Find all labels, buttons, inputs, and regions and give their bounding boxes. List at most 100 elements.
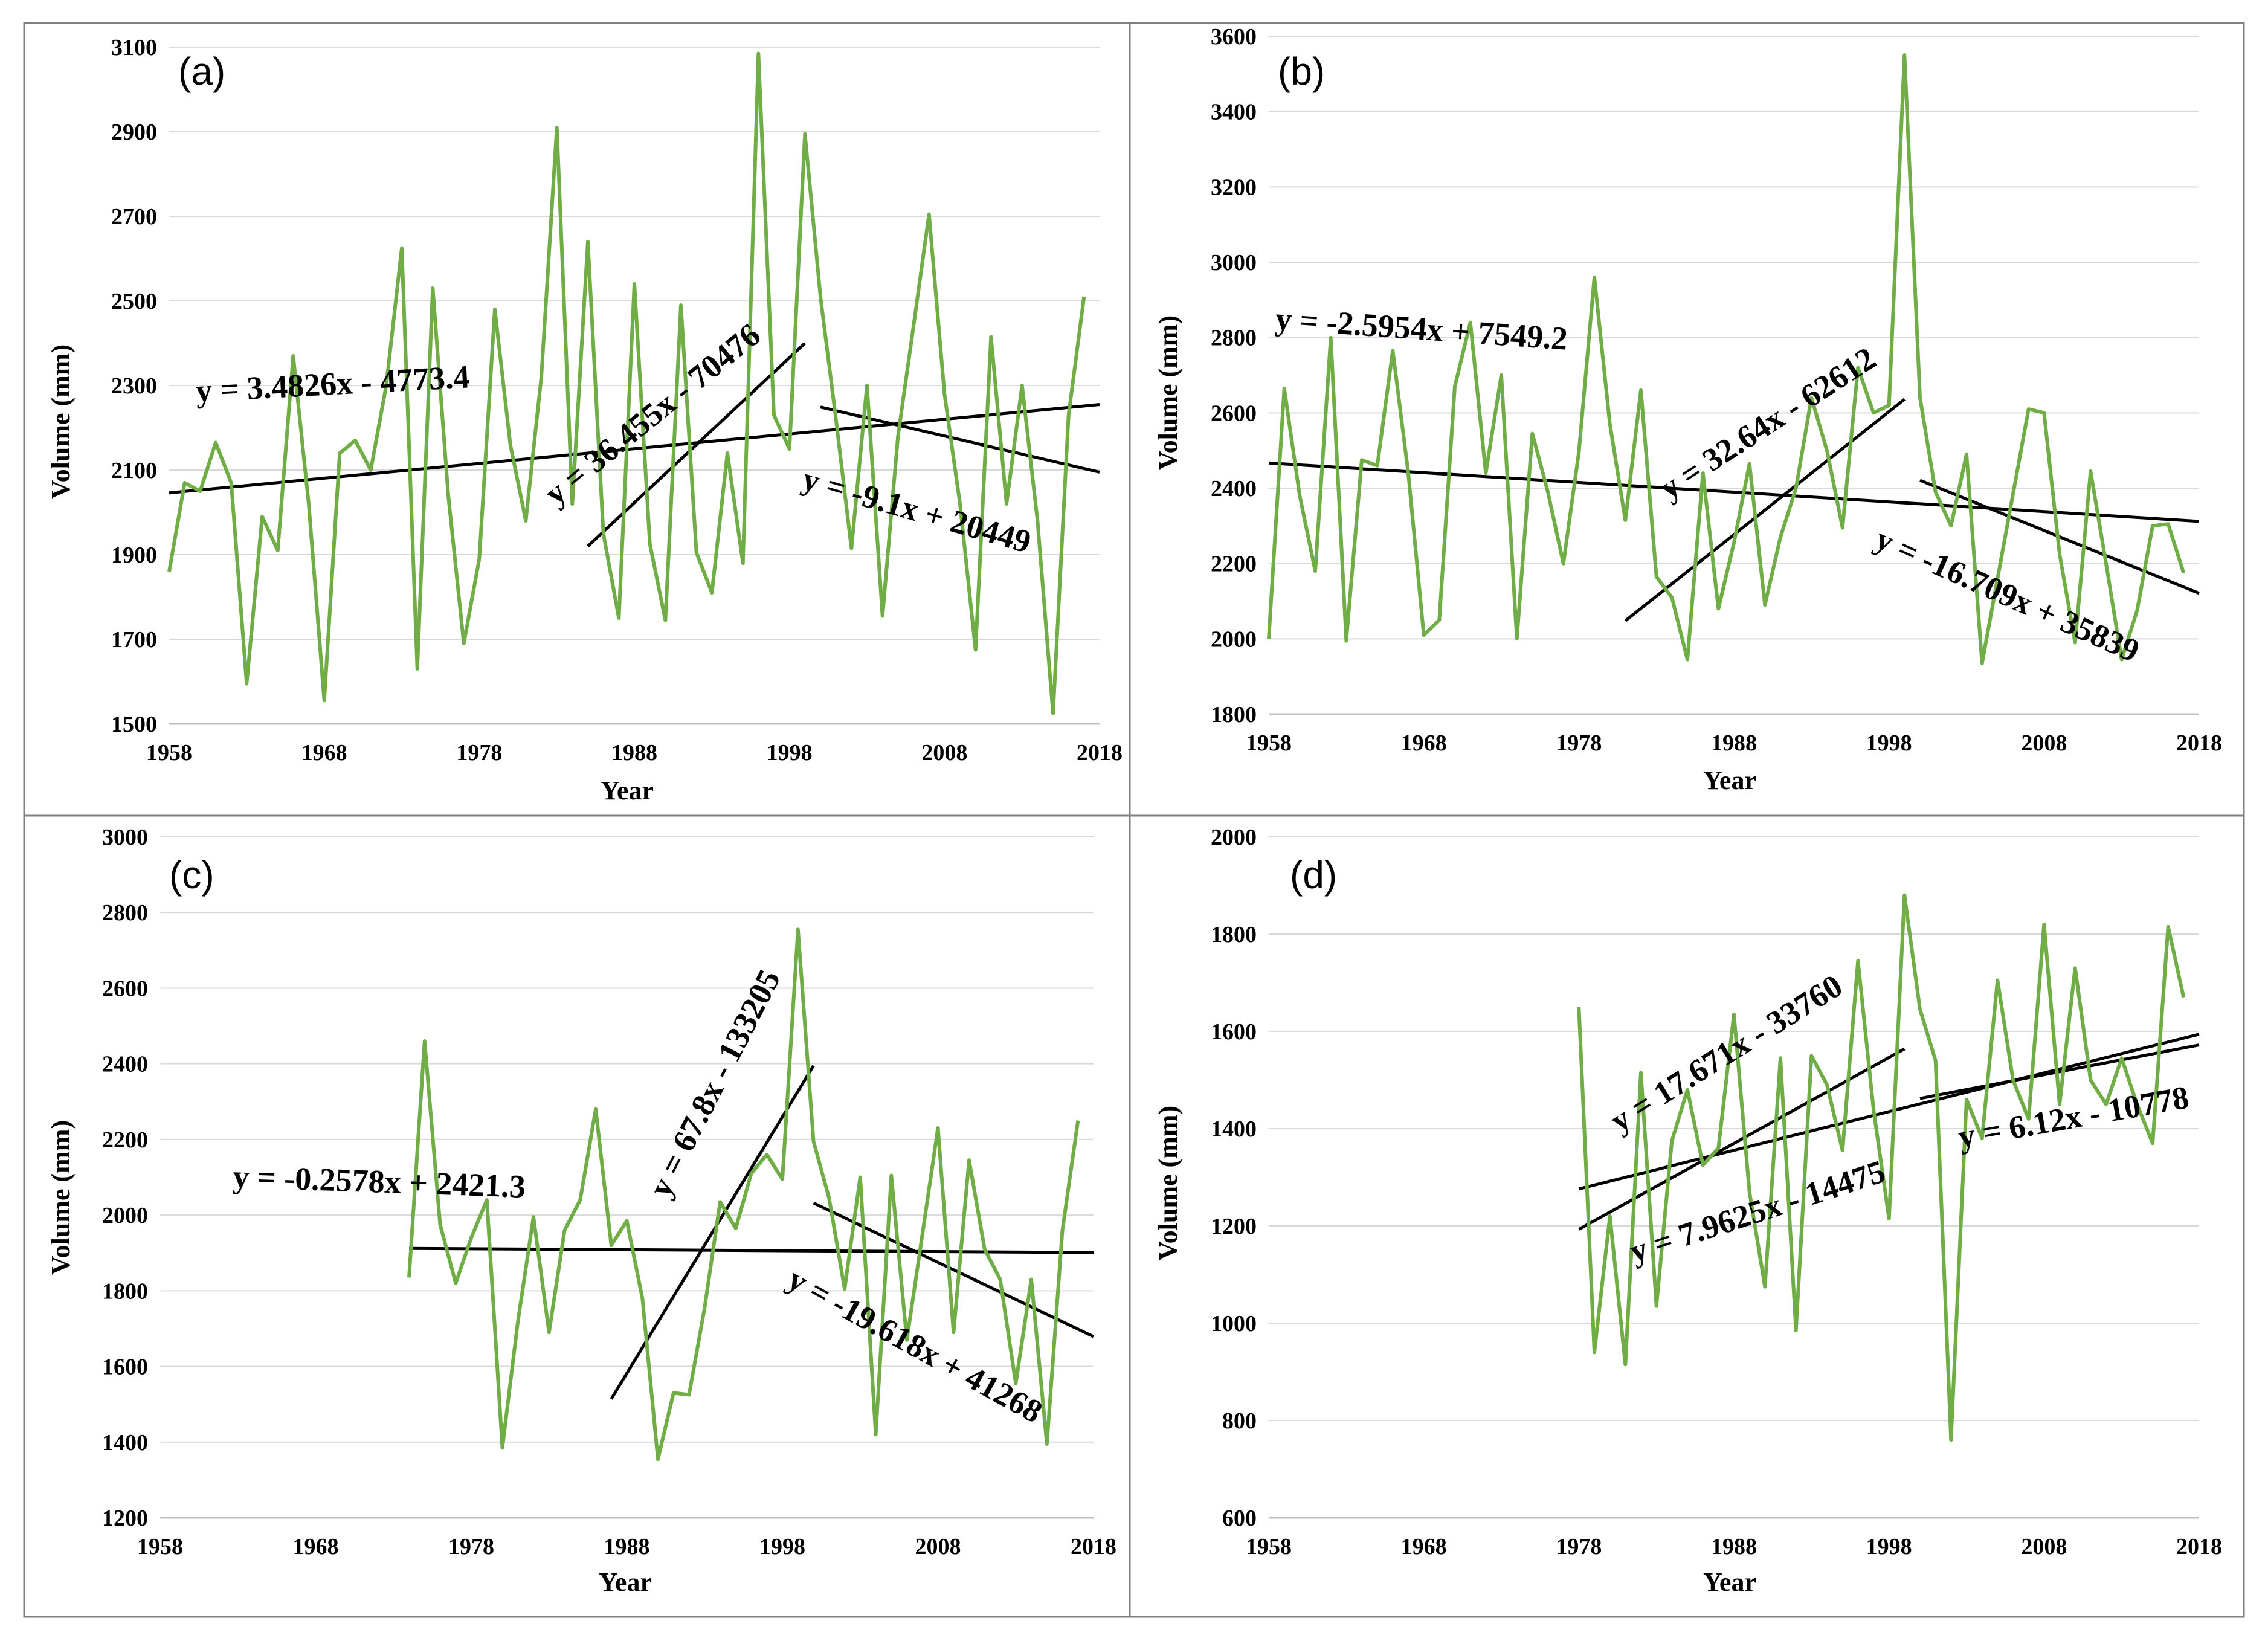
- x-axis-title: Year: [1703, 766, 1756, 795]
- panel-label: (c): [169, 853, 214, 897]
- y-tick-label: 3100: [111, 35, 157, 60]
- y-tick-label: 800: [1222, 1408, 1257, 1434]
- x-tick-label: 2008: [2021, 730, 2067, 756]
- x-tick-label: 1968: [301, 740, 347, 766]
- x-tick-label: 2018: [2176, 1534, 2222, 1559]
- x-tick-label: 1958: [146, 740, 192, 766]
- x-tick-label: 1978: [1556, 730, 1602, 756]
- y-axis-title: Volume (mm): [46, 344, 76, 499]
- y-tick-label: 2700: [111, 204, 157, 230]
- series-line: [407, 927, 1080, 1461]
- y-tick-labels: 1500 1700 1900 2100 2300 2500 2700 2900 3100: [111, 35, 157, 737]
- y-tick-label: 2600: [1211, 401, 1257, 426]
- x-tick-label: 2018: [1077, 740, 1123, 766]
- x-tick-label: 1998: [1866, 730, 1912, 756]
- x-tick-label: 1998: [1866, 1534, 1912, 1559]
- y-axis-title: Volume (mm): [1153, 1106, 1183, 1260]
- x-tick-label: 1978: [448, 1534, 494, 1559]
- x-tick-label: 1988: [604, 1534, 650, 1559]
- y-tick-label: 3200: [1211, 175, 1257, 200]
- y-tick-labels: 1800 2000 2200 2400 2600 2800 3000 3200 3400 3600: [1211, 24, 1257, 727]
- x-tick-label: 2008: [2021, 1534, 2067, 1559]
- y-tick-label: 1600: [1211, 1019, 1257, 1045]
- panel-d-frame: [1129, 814, 2245, 1618]
- y-tick-label: 2900: [111, 120, 157, 145]
- y-axis-title: Volume (mm): [1153, 315, 1183, 470]
- trendline-3: [820, 405, 1100, 474]
- x-tick-label: 1988: [611, 740, 657, 766]
- x-axis-title: Year: [599, 1567, 652, 1597]
- trendline-1: [169, 403, 1100, 495]
- x-tick-label: 1978: [1556, 1534, 1602, 1559]
- y-tick-labels: 1200 1400 1600 1800 2000 2200 2400 2600 2800 3000: [102, 825, 148, 1531]
- x-tick-label: 1988: [1711, 730, 1757, 756]
- x-tick-label: 2008: [921, 740, 967, 766]
- y-tick-label: 2600: [102, 976, 148, 1001]
- x-tick-labels: 1958 1968 1978 1988 1998 2008 2018: [146, 740, 1123, 766]
- x-tick-label: 2018: [1071, 1534, 1116, 1559]
- y-tick-label: 3000: [102, 825, 148, 850]
- x-tick-labels: 1958 1968 1978 1988 1998 2008 2018: [1246, 730, 2222, 756]
- x-axis-title: Year: [601, 776, 654, 805]
- trendline-3: [1919, 479, 2200, 595]
- trendline-1: [1578, 1033, 2200, 1191]
- x-tick-label: 1958: [137, 1534, 183, 1559]
- panel-label: (b): [1278, 50, 1325, 93]
- y-tick-label: 1000: [1211, 1311, 1257, 1336]
- x-tick-label: 1968: [1401, 1534, 1447, 1559]
- y-tick-label: 1900: [111, 543, 157, 568]
- y-tick-label: 1700: [111, 627, 157, 653]
- series-line: [1267, 53, 2186, 665]
- gridlines: [1269, 36, 2199, 715]
- y-tick-label: 2200: [102, 1127, 148, 1153]
- x-tick-label: 1988: [1711, 1534, 1757, 1559]
- y-tick-label: 1800: [1211, 922, 1257, 947]
- x-tick-label: 1968: [1401, 730, 1447, 756]
- x-tick-labels: 1958 1968 1978 1988 1998 2008 2018: [137, 1534, 1116, 1559]
- y-tick-label: 2400: [1211, 476, 1257, 501]
- x-tick-labels: 1958 1968 1978 1988 1998 2008 2018: [1246, 1534, 2222, 1559]
- x-tick-label: 1958: [1246, 1534, 1292, 1559]
- y-tick-labels: 600 800 1000 1200 1400 1600 1800 2000: [1211, 825, 1257, 1531]
- y-tick-label: 3000: [1211, 250, 1257, 276]
- y-tick-label: 1800: [1211, 702, 1257, 727]
- y-tick-label: 3600: [1211, 24, 1257, 50]
- y-tick-label: 2500: [111, 289, 157, 314]
- series-line: [1577, 893, 2186, 1442]
- y-tick-label: 2100: [111, 458, 157, 483]
- series-line: [167, 51, 1086, 715]
- y-tick-label: 2000: [1211, 825, 1257, 850]
- y-tick-label: 1400: [102, 1430, 148, 1456]
- y-tick-label: 1400: [1211, 1117, 1257, 1142]
- panel-label: (d): [1290, 853, 1337, 897]
- y-tick-label: 1600: [102, 1355, 148, 1380]
- y-tick-label: 1500: [111, 712, 157, 737]
- x-tick-label: 2008: [915, 1534, 961, 1559]
- x-axis-title: Year: [1703, 1567, 1756, 1597]
- x-tick-label: 1978: [456, 740, 502, 766]
- y-tick-label: 2300: [111, 373, 157, 399]
- y-tick-label: 2800: [1211, 326, 1257, 351]
- y-tick-label: 2400: [102, 1052, 148, 1077]
- x-tick-label: 2018: [2176, 730, 2222, 756]
- y-tick-label: 600: [1222, 1506, 1257, 1531]
- y-tick-label: 2000: [102, 1203, 148, 1228]
- trendline-1: [408, 1246, 1094, 1254]
- x-tick-label: 1968: [293, 1534, 339, 1559]
- trendline-2: [1624, 398, 1906, 622]
- y-tick-label: 2200: [1211, 552, 1257, 577]
- trendline-1: [1268, 461, 2200, 523]
- x-tick-label: 1998: [767, 740, 813, 766]
- x-tick-label: 1998: [759, 1534, 805, 1559]
- y-tick-label: 2800: [102, 900, 148, 926]
- y-tick-label: 3400: [1211, 100, 1257, 125]
- trendline-3: [1919, 1043, 2200, 1100]
- y-axis-title: Volume (mm): [46, 1120, 76, 1275]
- y-tick-label: 1200: [1211, 1214, 1257, 1239]
- x-tick-label: 1958: [1246, 730, 1292, 756]
- y-tick-label: 2000: [1211, 627, 1257, 652]
- trendlines: [1268, 398, 2200, 622]
- y-tick-label: 1800: [102, 1278, 148, 1304]
